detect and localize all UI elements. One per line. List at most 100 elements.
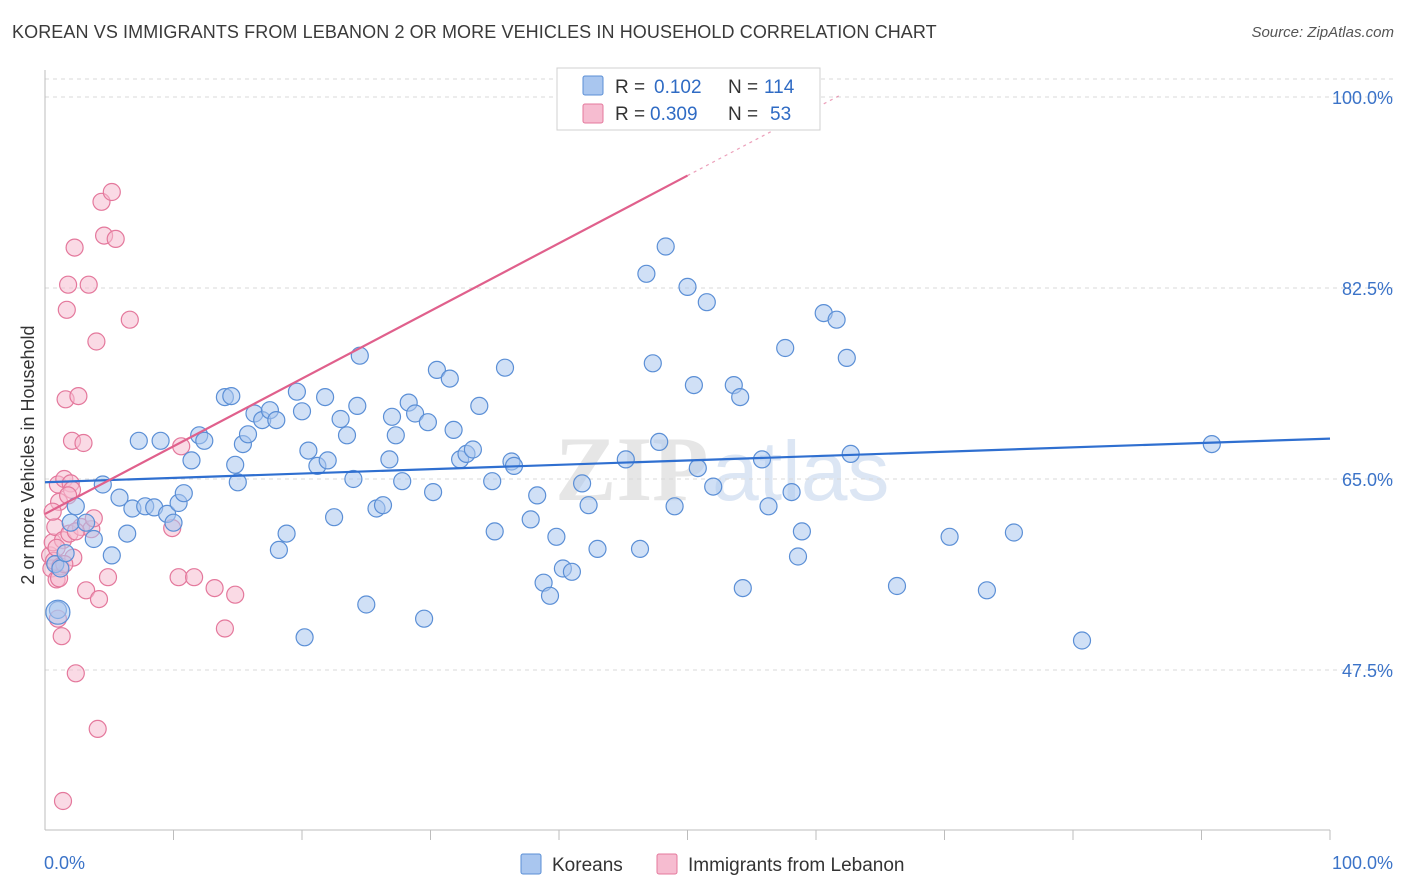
korean-point: [977, 581, 997, 600]
korean-point: [318, 451, 337, 470]
legend-korean-label: Koreans: [552, 855, 623, 876]
korean-point: [415, 609, 434, 628]
korean-point: [444, 420, 463, 439]
korean-point: [616, 450, 635, 469]
lebanon-point: [106, 229, 125, 248]
korean-point: [295, 628, 314, 647]
lebanon-point: [205, 578, 224, 598]
korean-point: [325, 508, 344, 527]
lebanon-r-label: R =: [615, 104, 645, 125]
korean-point: [485, 522, 504, 541]
lebanon-point: [52, 627, 71, 646]
korean-point: [382, 407, 402, 426]
korean-point: [827, 310, 846, 329]
korean-point: [588, 539, 607, 559]
lebanon-point: [58, 275, 78, 294]
korean-point: [344, 469, 363, 489]
korean-point: [776, 338, 795, 358]
korean-point: [572, 474, 592, 493]
y-axis-title: 2 or more Vehicles in Household: [18, 325, 38, 584]
lebanon-point: [65, 238, 84, 257]
korean-point: [287, 382, 306, 401]
korean-point: [579, 496, 598, 515]
korean-point: [84, 529, 103, 549]
lebanon-point: [169, 568, 188, 587]
korean-point: [463, 440, 482, 459]
korean-point: [277, 524, 296, 543]
korean-point: [752, 450, 772, 469]
chart-source: Source: ZipAtlas.com: [1251, 24, 1394, 41]
korean-point: [495, 358, 515, 377]
korean-n-label: N =: [728, 77, 758, 98]
korean-point: [1072, 631, 1092, 650]
korean-point: [887, 576, 907, 596]
korean-point: [61, 513, 80, 532]
korean-point: [357, 595, 376, 614]
korean-point: [129, 431, 148, 450]
korean-point: [182, 451, 201, 470]
korean-point: [665, 497, 684, 516]
korean-point: [704, 477, 723, 496]
korean-point: [678, 277, 697, 296]
chart-title: KOREAN VS IMMIGRANTS FROM LEBANON 2 OR M…: [12, 22, 937, 42]
korean-point: [684, 376, 704, 395]
korean-point: [1202, 435, 1221, 454]
lebanon-r-value: 0.309: [650, 104, 698, 125]
x-tick-label-max: 100.0%: [1332, 853, 1393, 873]
korean-point: [837, 348, 856, 367]
y-tick-label: 65.0%: [1342, 470, 1393, 490]
korean-point: [528, 486, 547, 505]
y-tick-label: 47.5%: [1342, 661, 1393, 681]
korean-point: [45, 599, 71, 625]
korean-r-label: R =: [615, 77, 645, 98]
korean-point: [1004, 523, 1024, 542]
korean-point: [174, 484, 193, 503]
korean-point: [316, 388, 335, 407]
korean-point: [418, 413, 437, 432]
korean-point: [788, 547, 808, 566]
korean-point: [164, 513, 183, 532]
lebanon-point: [185, 568, 204, 587]
korean-point: [386, 426, 405, 445]
korean-r-value: 0.102: [654, 77, 702, 98]
korean-point: [238, 425, 258, 444]
korean-point: [759, 497, 778, 516]
korean-point: [102, 546, 121, 565]
korean-point: [427, 360, 446, 379]
legend-lebanon-label: Immigrants from Lebanon: [688, 855, 905, 876]
korean-point: [630, 539, 650, 559]
y-tick-labels: 47.5% 65.0% 82.5% 100.0%: [1332, 88, 1393, 681]
lebanon-point: [88, 719, 107, 739]
korean-point: [337, 426, 357, 445]
korean-point: [562, 562, 582, 581]
korean-point: [697, 293, 716, 312]
korean-point: [110, 488, 129, 507]
korean-point: [267, 411, 286, 430]
korean-point: [731, 388, 750, 407]
lebanon-point: [53, 791, 73, 811]
korean-point: [380, 450, 399, 469]
korean-swatch: [582, 75, 604, 96]
watermark: ZIP atlas: [555, 418, 889, 520]
korean-point: [118, 524, 137, 543]
korean-point: [440, 369, 459, 388]
korean-point: [56, 544, 75, 563]
lebanon-point: [76, 581, 96, 600]
korean-point: [643, 354, 662, 373]
korean-point: [51, 559, 70, 578]
korean-point: [782, 483, 801, 502]
series-legend: Koreans Immigrants from Lebanon: [520, 853, 905, 876]
korean-point: [373, 496, 393, 515]
korean-point: [348, 396, 367, 415]
korean-point: [650, 432, 669, 451]
grid-lines: [45, 78, 1393, 671]
stats-legend: R = 0.102 N = 114 R = 0.309 N = 53: [556, 67, 821, 131]
korean-point: [940, 527, 959, 546]
korean-point: [540, 586, 560, 605]
x-tick-label-min: 0.0%: [44, 853, 85, 873]
korean-point: [151, 431, 170, 450]
lebanon-point: [66, 664, 85, 683]
korean-point: [350, 346, 369, 365]
watermark-atlas: atlas: [712, 424, 889, 518]
